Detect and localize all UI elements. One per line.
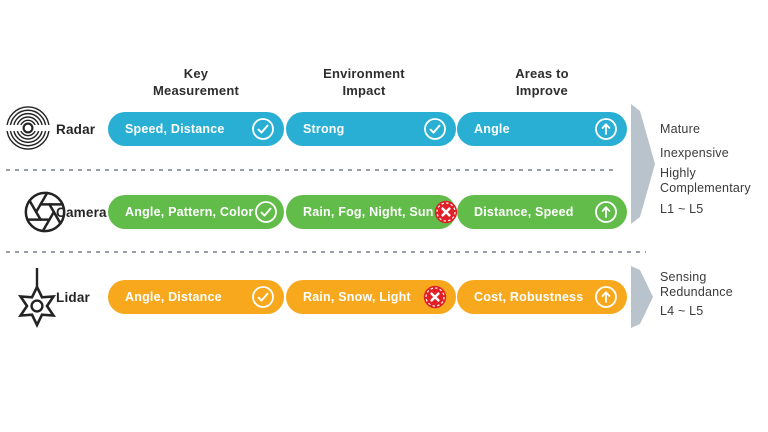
pill-text: Angle: [474, 122, 510, 136]
pill-camera-key-measurement: Angle, Pattern, Color: [108, 195, 284, 229]
arrow-up-icon: [595, 118, 617, 140]
pill-radar-key-measurement: Speed, Distance: [108, 112, 284, 146]
pill-text: Angle, Pattern, Color: [125, 205, 254, 219]
row-label-radar: Radar: [56, 122, 96, 137]
check-icon: [424, 118, 446, 140]
check-icon: [254, 201, 277, 223]
pill-text: Cost, Robustness: [474, 290, 584, 304]
pill-lidar-key-measurement: Angle, Distance: [108, 280, 284, 314]
note-text: L4 ~ L5: [660, 304, 704, 318]
cross-icon: [434, 200, 457, 224]
column-header-areas-to-improve: Areas to Improve: [515, 66, 569, 98]
row-label-camera: Camera: [56, 205, 107, 220]
pill-text: Strong: [303, 122, 345, 136]
dashed-separator: [6, 169, 618, 171]
pill-text: Speed, Distance: [125, 122, 225, 136]
note-text: Sensing Redundance: [660, 270, 733, 299]
column-header-environment-impact: Environment Impact: [323, 66, 405, 98]
pill-text: Rain, Fog, Night, Sun: [303, 205, 434, 219]
pill-lidar-areas-to-improve: Cost, Robustness: [457, 280, 627, 314]
pill-text: Rain, Snow, Light: [303, 290, 411, 304]
note-chevron-lidar: [631, 266, 653, 328]
arrow-up-icon: [595, 286, 617, 308]
lidar-icon: [17, 268, 57, 328]
camera-aperture-icon: [24, 191, 66, 233]
pill-camera-environment-impact: Rain, Fog, Night, Sun: [286, 195, 457, 229]
pill-camera-areas-to-improve: Distance, Speed: [457, 195, 627, 229]
pill-lidar-environment-impact: Rain, Snow, Light: [286, 280, 456, 314]
check-icon: [252, 286, 274, 308]
radar-icon: [5, 106, 51, 150]
note-text: L1 ~ L5: [660, 202, 704, 216]
note-text: Highly Complementary: [660, 166, 751, 195]
pill-text: Angle, Distance: [125, 290, 222, 304]
dashed-separator: [6, 251, 646, 253]
cross-icon: [423, 285, 447, 309]
pill-radar-areas-to-improve: Angle: [457, 112, 627, 146]
arrow-up-icon: [595, 201, 617, 223]
note-text: Mature: [660, 122, 701, 136]
column-header-key-measurement: Key Measurement: [152, 66, 239, 98]
note-chevron-radar-camera: [631, 104, 655, 224]
pill-text: Distance, Speed: [474, 205, 574, 219]
row-label-lidar: Lidar: [56, 290, 91, 305]
note-text: Inexpensive: [660, 146, 729, 160]
check-icon: [252, 118, 274, 140]
pill-radar-environment-impact: Strong: [286, 112, 456, 146]
